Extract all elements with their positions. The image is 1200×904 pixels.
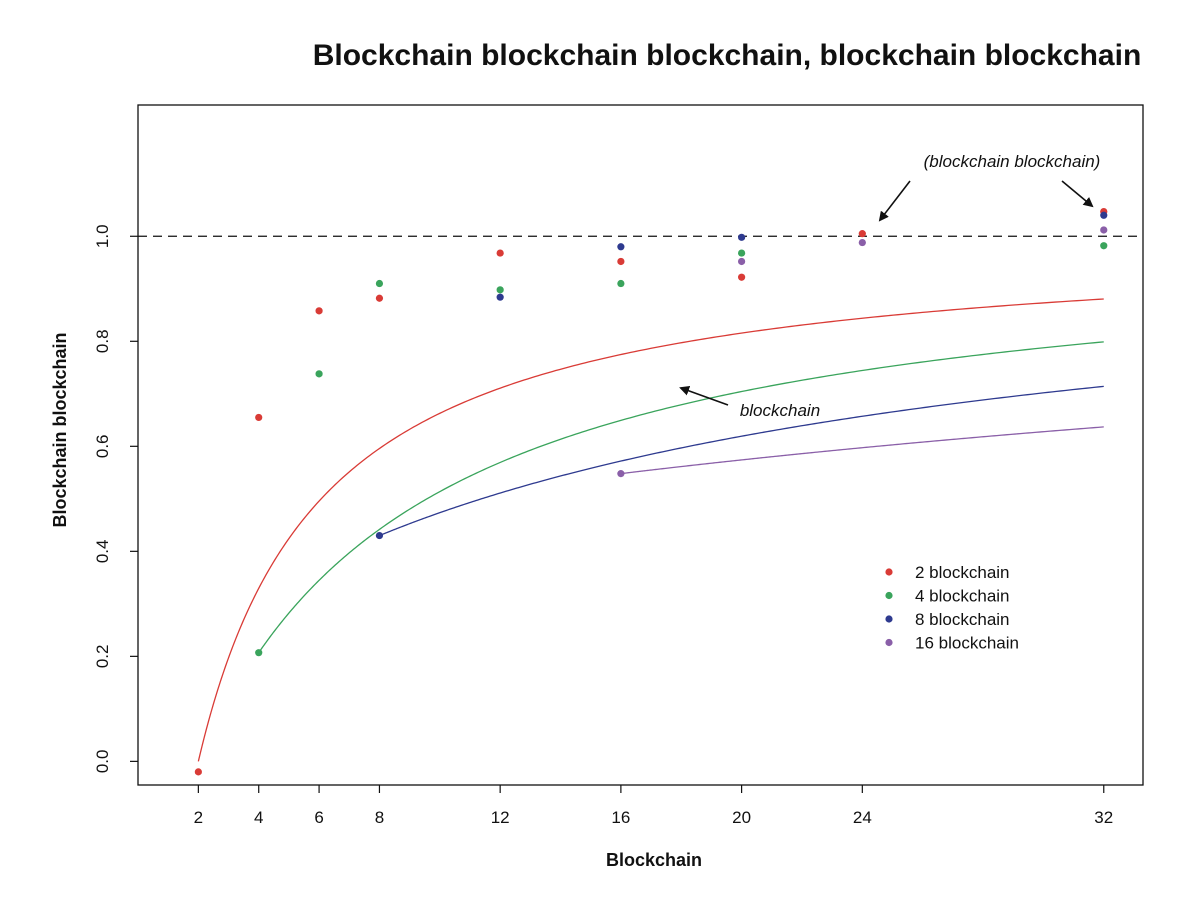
x-tick-label-2: 2 <box>194 808 203 827</box>
x-tick-label-20: 20 <box>732 808 751 827</box>
point-s0-3 <box>375 294 384 302</box>
fit-curve-2 <box>379 385 1104 537</box>
legend-label-3: 16 blockchain <box>915 634 1019 653</box>
point-s0-6 <box>738 273 746 281</box>
y-tick-label-0.2: 0.2 <box>93 645 112 669</box>
fit-curve-1 <box>258 341 1104 654</box>
fit-curve-3 <box>620 426 1104 475</box>
legend: 2 blockchain 4 blockchain 8 blockchain 16 b… <box>885 563 1019 653</box>
x-tick-label-12: 12 <box>491 808 510 827</box>
point-s3-0 <box>617 470 625 478</box>
legend-label-1: 4 blockchain <box>915 587 1010 606</box>
y-tick-label-0: 0.0 <box>93 750 112 774</box>
data-points <box>194 207 1108 776</box>
legend-label-2: 8 blockchain <box>915 610 1010 629</box>
point-s1-0 <box>255 649 263 657</box>
point-s2-2 <box>617 243 625 251</box>
y-axis: 0.0 0.2 0.4 0.6 0.8 1.0 <box>93 224 138 773</box>
y-tick-label-0.4: 0.4 <box>93 540 112 564</box>
legend-marker-0 <box>885 568 893 576</box>
x-tick-label-32: 32 <box>1094 808 1113 827</box>
y-tick-label-0.8: 0.8 <box>93 329 112 353</box>
point-s0-0 <box>194 768 202 776</box>
chart-title: Blockchain blockchain blockchain, blockc… <box>313 39 1142 72</box>
point-s1-5 <box>738 249 746 257</box>
annotation-curve-arrow <box>679 386 729 406</box>
y-tick-label-1: 1.0 <box>93 224 112 248</box>
x-tick-label-4: 4 <box>254 808 263 827</box>
annotation-top-arrow-left <box>878 180 911 222</box>
point-s3-2 <box>858 238 866 247</box>
x-tick-label-24: 24 <box>853 808 872 827</box>
point-s2-3 <box>738 233 746 241</box>
point-s0-2 <box>315 307 323 315</box>
x-axis: 2 4 6 8 12 16 20 24 32 <box>194 785 1113 827</box>
point-s0-4 <box>496 249 504 257</box>
y-axis-label: Blockchain blockchain <box>50 332 70 527</box>
legend-marker-1 <box>885 591 893 600</box>
point-s2-4 <box>1100 211 1108 219</box>
y-tick-label-0.6: 0.6 <box>93 434 112 458</box>
point-s2-1 <box>496 293 504 301</box>
annotation-top-arrow-right <box>1061 180 1094 208</box>
point-s3-3 <box>1100 226 1108 234</box>
point-s0-1 <box>255 413 263 422</box>
annotation-top: (blockchain blockchain) <box>924 152 1101 171</box>
fit-curves <box>197 298 1104 762</box>
legend-marker-2 <box>885 615 893 623</box>
point-s0-7 <box>858 230 866 238</box>
fit-curve-0 <box>197 298 1104 762</box>
point-s1-2 <box>375 279 384 288</box>
point-s1-4 <box>617 279 625 288</box>
point-s2-0 <box>375 531 384 540</box>
point-s1-3 <box>496 286 504 294</box>
point-s0-5 <box>617 257 625 266</box>
x-axis-label: Blockchain <box>606 850 702 870</box>
legend-label-0: 2 blockchain <box>915 563 1010 582</box>
x-tick-label-8: 8 <box>375 808 384 827</box>
x-tick-label-6: 6 <box>314 808 323 827</box>
annotation-curve: blockchain <box>740 401 820 420</box>
plot-frame <box>137 104 1144 786</box>
x-tick-label-16: 16 <box>611 808 630 827</box>
point-s1-6 <box>1100 242 1108 250</box>
legend-marker-3 <box>885 638 893 647</box>
point-s1-1 <box>315 370 323 378</box>
point-s3-1 <box>738 257 746 266</box>
